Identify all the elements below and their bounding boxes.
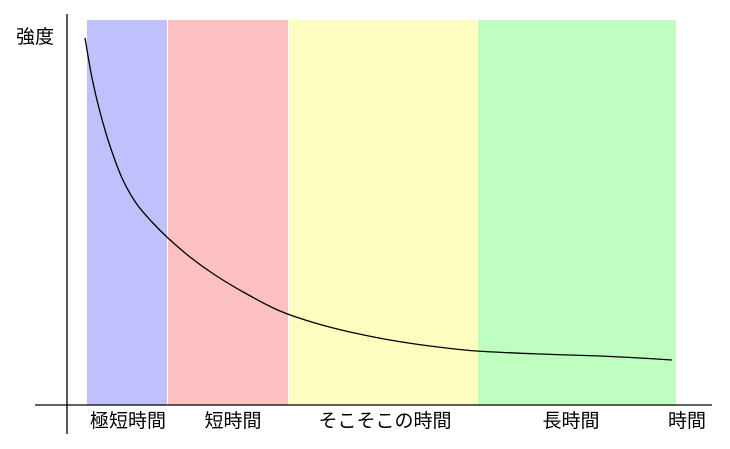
region-band-short <box>168 20 288 405</box>
region-label-short: 短時間 <box>204 410 262 432</box>
region-label-long: 長時間 <box>542 410 600 432</box>
time-region-bands <box>87 20 676 405</box>
region-band-long <box>478 20 676 405</box>
region-band-moderate <box>289 20 477 405</box>
region-label-moderate: そこそこの時間 <box>318 410 452 432</box>
intensity-decay-curve <box>84 37 673 361</box>
region-label-very-short: 極短時間 <box>89 410 167 432</box>
region-band-very-short <box>87 20 167 405</box>
x-axis-label: 時間 <box>668 410 707 432</box>
y-axis-label: 強度 <box>16 26 55 48</box>
